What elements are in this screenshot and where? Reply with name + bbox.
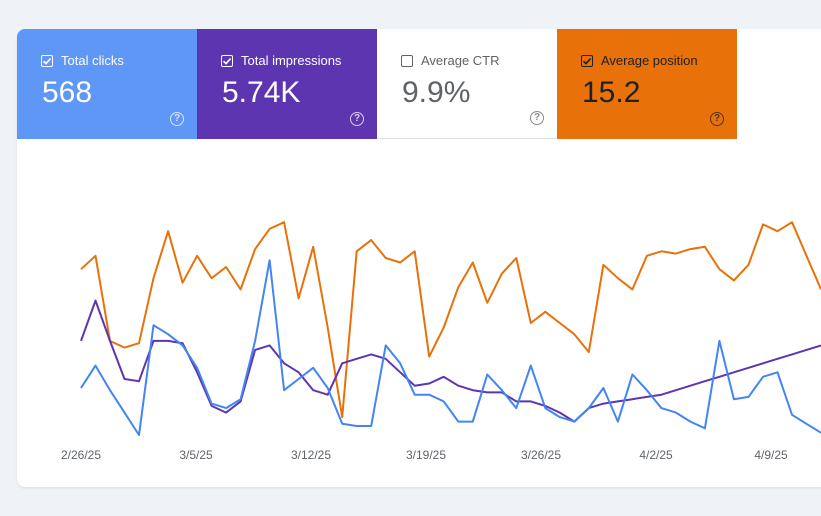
help-icon[interactable]: ? [170,112,184,126]
metric-label: Total clicks [61,53,124,68]
x-tick-label: 3/19/25 [406,448,446,462]
checkbox-checked-icon[interactable] [221,55,233,67]
x-tick-label: 3/5/25 [179,448,213,462]
series-line-1 [80,299,821,423]
x-axis: 2/26/25 3/5/25 3/12/25 3/19/25 3/26/25 4/2/25… [61,448,788,462]
metric-header: Total impressions [221,53,377,69]
series-line-2 [80,259,821,436]
x-tick-label: 4/2/25 [639,448,673,462]
metric-value: 9.9% [402,76,471,109]
metric-value: 15.2 [582,76,641,109]
help-icon[interactable]: ? [530,111,544,125]
metric-tab-average-position[interactable]: Average position 15.2 ? [557,29,737,139]
performance-line-chart[interactable]: 2/26/25 3/5/25 3/12/25 3/19/25 3/26/25 4/2/25… [17,29,821,487]
x-tick-label: 3/26/25 [521,448,561,462]
metric-tab-total-clicks[interactable]: Total clicks 568 ? [17,29,197,139]
checkbox-checked-icon[interactable] [41,55,53,67]
metric-header: Average CTR [401,53,557,69]
x-tick-label: 4/9/25 [754,448,788,462]
metric-tab-average-ctr[interactable]: Average CTR 9.9% ? [377,29,557,139]
x-tick-label: 3/12/25 [291,448,331,462]
metric-tab-total-impressions[interactable]: Total impressions 5.74K ? [197,29,377,139]
metric-label: Average position [601,53,698,68]
metric-label: Total impressions [241,53,342,68]
chart-series [80,221,821,436]
metric-header: Total clicks [41,53,197,69]
x-tick-label: 2/26/25 [61,448,101,462]
checkbox-unchecked-icon[interactable] [401,55,413,67]
metric-value: 568 [42,76,93,109]
metric-header: Average position [581,53,737,69]
series-line-0 [80,221,821,419]
help-icon[interactable]: ? [350,112,364,126]
metric-label: Average CTR [421,53,500,68]
metric-tabs: Total clicks 568 ? Total impressions 5.7… [17,29,737,139]
metric-value: 5.74K [222,76,301,109]
help-icon[interactable]: ? [710,112,724,126]
performance-card: Total clicks 568 ? Total impressions 5.7… [17,29,821,487]
checkbox-checked-icon[interactable] [581,55,593,67]
